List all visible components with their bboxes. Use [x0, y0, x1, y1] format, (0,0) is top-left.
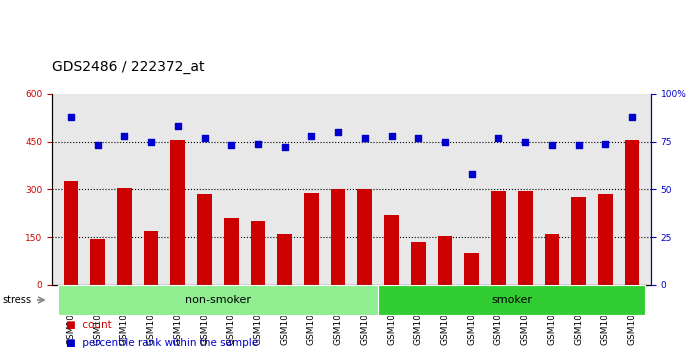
Bar	[171, 140, 185, 285]
Bar	[277, 234, 292, 285]
Point	[253, 141, 264, 146]
Bar	[304, 193, 319, 285]
Bar	[117, 188, 132, 285]
Point	[386, 133, 397, 139]
Bar	[58, 285, 378, 315]
Bar	[625, 140, 640, 285]
Point	[306, 133, 317, 139]
Bar	[518, 191, 532, 285]
Point	[600, 141, 611, 146]
Point	[626, 114, 638, 120]
Bar	[378, 285, 645, 315]
Bar	[224, 218, 239, 285]
Point	[279, 144, 290, 150]
Point	[119, 133, 130, 139]
Point	[65, 114, 77, 120]
Point	[359, 135, 370, 141]
Point	[199, 135, 210, 141]
Bar	[598, 194, 612, 285]
Bar	[197, 194, 212, 285]
Point	[413, 135, 424, 141]
Text: ■  count: ■ count	[66, 320, 112, 330]
Point	[226, 143, 237, 148]
Bar	[251, 221, 265, 285]
Point	[92, 143, 103, 148]
Bar	[143, 231, 159, 285]
Text: smoker: smoker	[491, 295, 532, 305]
Point	[546, 143, 557, 148]
Point	[493, 135, 504, 141]
Text: GDS2486 / 222372_at: GDS2486 / 222372_at	[52, 60, 205, 74]
Bar	[411, 242, 426, 285]
Point	[333, 129, 344, 135]
Text: non-smoker: non-smoker	[185, 295, 251, 305]
Bar	[464, 253, 479, 285]
Text: ■  percentile rank within the sample: ■ percentile rank within the sample	[66, 338, 258, 348]
Point	[573, 143, 584, 148]
Bar	[331, 189, 345, 285]
Point	[520, 139, 531, 144]
Bar	[571, 197, 586, 285]
Point	[172, 124, 183, 129]
Bar	[63, 181, 78, 285]
Bar	[358, 189, 372, 285]
Text: stress: stress	[2, 295, 31, 305]
Bar	[384, 215, 399, 285]
Bar	[90, 239, 105, 285]
Bar	[544, 234, 560, 285]
Point	[439, 139, 450, 144]
Point	[466, 171, 477, 177]
Point	[145, 139, 157, 144]
Bar	[438, 236, 452, 285]
Bar	[491, 191, 506, 285]
